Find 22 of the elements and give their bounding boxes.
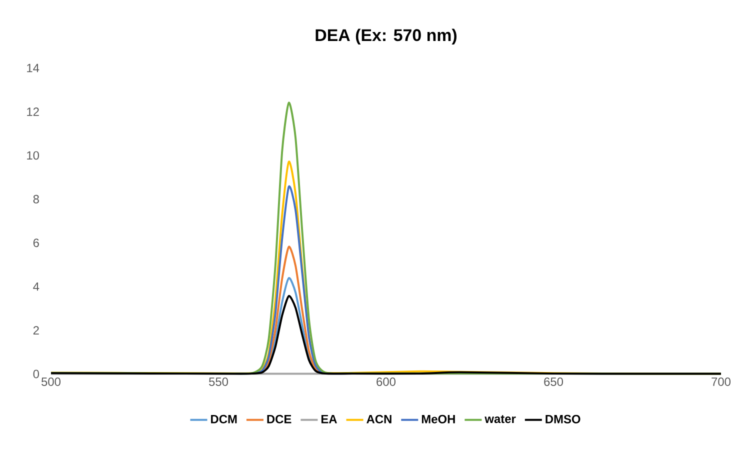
x-tick-label: 550: [209, 378, 228, 386]
x-tick-label: 650: [544, 378, 564, 386]
chart-title: DEA (Ex: 570 nm): [316, 28, 457, 44]
y-tick-label: 0: [33, 370, 40, 378]
line-series: [50, 294, 722, 375]
legend-label: water: [484, 415, 516, 424]
legend-label: DCE: [267, 414, 292, 424]
legend-label: DCM: [211, 414, 237, 424]
y-tick-label: 6: [33, 238, 39, 248]
y-tick-label: 8: [33, 194, 39, 204]
x-tick-label: 600: [376, 378, 396, 386]
y-tick-label: 2: [33, 326, 39, 334]
legend-label: EA: [321, 414, 337, 424]
legend-label: ACN: [366, 414, 392, 424]
y-tick-label: 14: [27, 64, 40, 72]
x-tick-label: 500: [42, 378, 61, 386]
x-tick-label: 700: [712, 378, 731, 386]
legend-label: DMSO: [546, 414, 580, 424]
y-tick-label: 10: [27, 151, 40, 160]
y-tick-label: 4: [33, 282, 40, 291]
legend-label: MeOH: [422, 414, 455, 424]
y-tick-label: 12: [27, 108, 39, 116]
